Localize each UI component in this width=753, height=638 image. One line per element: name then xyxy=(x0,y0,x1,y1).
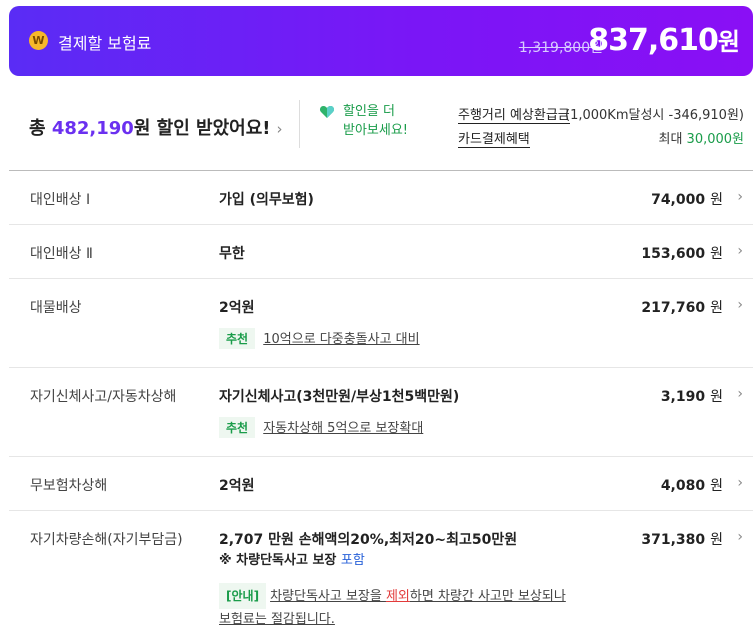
discount-summary: 총 482,190원 할인 받았어요! › 할인을 더 받아보세요! 주행거리 예상… xyxy=(9,96,753,158)
payment-title: 결제할 보험료 xyxy=(58,34,152,53)
recommendation[interactable]: 추천 10억으로 다중충돌사고 대비 xyxy=(219,328,420,349)
coverage-row-uninsured-motorist[interactable]: 무보험차상해 2억원 4,080 원 › xyxy=(9,457,753,511)
won-coin-icon: W xyxy=(29,31,48,50)
coverage-label: 자기신체사고/자동차상해 xyxy=(30,389,177,405)
divider xyxy=(299,100,300,148)
coverage-price: 371,380 원 xyxy=(641,532,723,548)
coverage-value: 무한 xyxy=(219,246,245,262)
recommend-badge: 추천 xyxy=(219,417,256,438)
coverage-value: 2억원 xyxy=(219,478,255,494)
coverage-price: 3,190 원 xyxy=(660,389,723,405)
guide-badge: [안내] xyxy=(219,583,267,609)
chevron-right-icon: › xyxy=(737,475,743,491)
coverage-value: 2,707 만원 손해액의20%,최저20~최고50만원 xyxy=(219,532,518,548)
recommend-badge: 추천 xyxy=(219,328,256,349)
chevron-right-icon: › xyxy=(737,189,743,205)
guide-notice: [안내] 차량단독사고 보장을 제외하면 차량간 사고만 보상되나 보험료는 절감됩… xyxy=(219,583,589,631)
coverage-row-bodily-injury-1[interactable]: 대인배상 Ⅰ 가입 (의무보험) 74,000 원 › xyxy=(9,171,753,225)
coverage-label: 대물배상 xyxy=(30,300,82,316)
total-discount-link[interactable]: 총 482,190원 할인 받았어요! › xyxy=(29,118,283,139)
coverage-price: 217,760 원 xyxy=(641,300,723,316)
coverage-value: 자기신체사고(3천만원/부상1천5백만원) xyxy=(219,389,460,405)
mileage-refund-link[interactable]: 주행거리 예상환급금 xyxy=(458,104,570,124)
recommendation[interactable]: 추천 자동차상해 5억으로 보장확대 xyxy=(219,417,423,438)
mileage-refund-value: (1,000Km달성시 -346,910원) xyxy=(565,108,744,123)
card-benefit-link[interactable]: 카드결제혜택 xyxy=(458,128,530,148)
chevron-right-icon: › xyxy=(737,243,743,259)
chevron-right-icon: › xyxy=(737,386,743,402)
coverage-price: 74,000 원 xyxy=(651,192,723,208)
coverage-label: 대인배상 Ⅱ xyxy=(30,246,93,262)
coverage-value: 가입 (의무보험) xyxy=(219,192,314,208)
final-price: 837,610원 xyxy=(588,23,740,58)
payment-header: W 결제할 보험료 1,319,800원 837,610원 xyxy=(9,6,753,76)
coverage-row-property-damage[interactable]: 대물배상 2억원 217,760 원 › 추천 10억으로 다중충돌사고 대비 xyxy=(9,279,753,368)
section-divider xyxy=(9,170,753,171)
coverage-row-personal-injury[interactable]: 자기신체사고/자동차상해 자기신체사고(3천만원/부상1천5백만원) 3,190… xyxy=(9,368,753,457)
recommend-link[interactable]: 10억으로 다중충돌사고 대비 xyxy=(263,332,420,347)
coverage-row-bodily-injury-2[interactable]: 대인배상 Ⅱ 무한 153,600 원 › xyxy=(9,225,753,279)
card-benefit-value: 최대 30,000원 xyxy=(658,132,744,147)
coverage-value: 2억원 xyxy=(219,300,255,316)
coverage-price: 4,080 원 xyxy=(660,478,723,494)
coverage-price: 153,600 원 xyxy=(641,246,723,262)
heart-icon xyxy=(319,106,335,118)
recommend-link[interactable]: 자동차상해 5억으로 보장확대 xyxy=(263,421,424,436)
chevron-right-icon: › xyxy=(737,297,743,313)
coverage-label: 대인배상 Ⅰ xyxy=(30,192,91,208)
discount-amount: 482,190 xyxy=(51,118,134,139)
original-price: 1,319,800원 xyxy=(518,40,603,56)
chevron-right-icon: › xyxy=(737,529,743,545)
single-accident-note: ※ 차량단독사고 보장 포함 xyxy=(219,553,365,568)
coverage-label: 무보험차상해 xyxy=(30,478,108,494)
chevron-right-icon: › xyxy=(276,120,283,138)
coverage-label: 자기차량손해(자기부담금) xyxy=(30,532,183,548)
coverage-row-own-vehicle[interactable]: 자기차량손해(자기부담금) 2,707 만원 손해액의20%,최저20~최고50… xyxy=(9,511,753,638)
